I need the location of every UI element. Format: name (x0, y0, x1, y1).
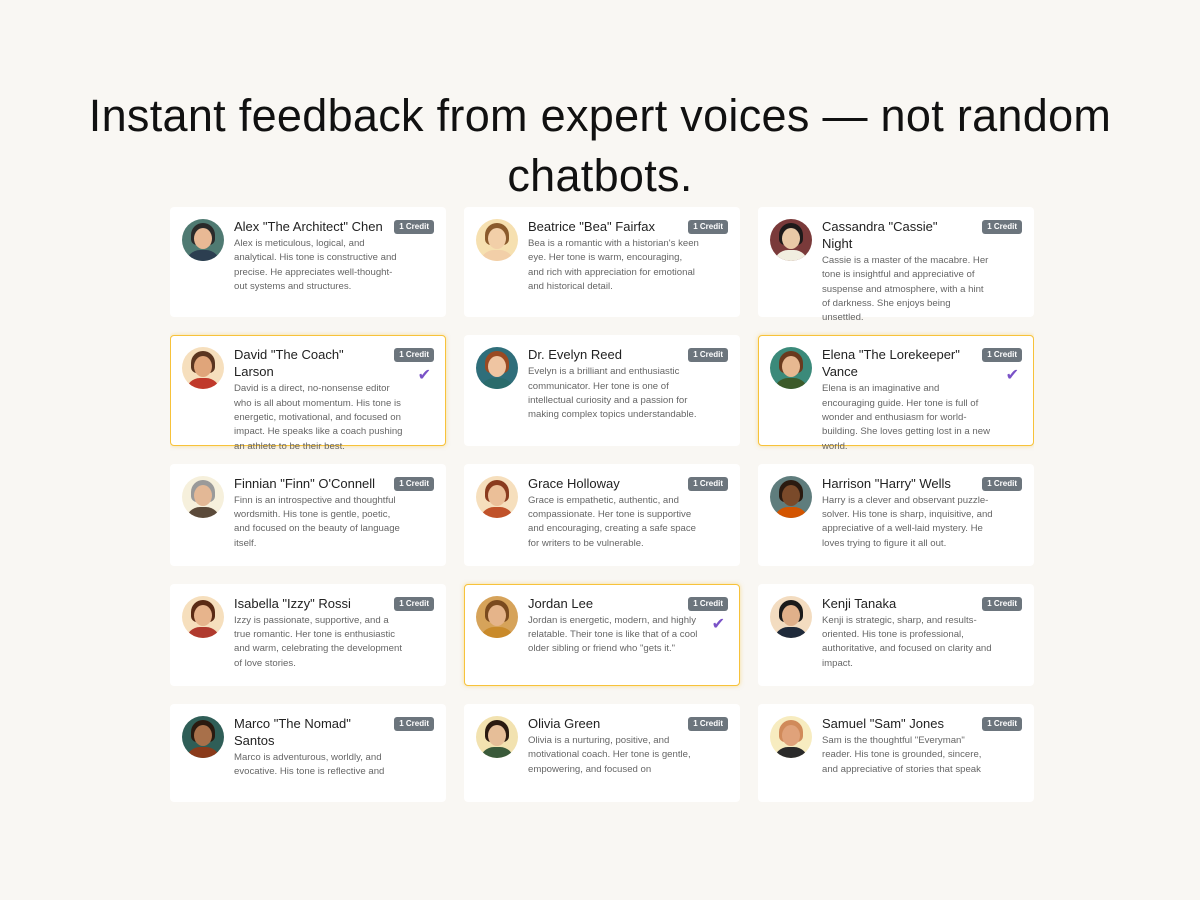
credit-badge: 1 Credit (394, 476, 434, 491)
persona-content: Cassandra "Cassie" Night Cassie is a mas… (822, 218, 993, 325)
credit-badge: 1 Credit (982, 717, 1022, 731)
persona-content: Dr. Evelyn Reed Evelyn is a brilliant an… (528, 346, 699, 422)
persona-description: Cassie is a master of the macabre. Her t… (822, 255, 989, 324)
credit-badge: 1 Credit (982, 348, 1022, 363)
persona-content: Finnian "Finn" O'Connell Finn is an intr… (234, 475, 405, 551)
persona-avatar (476, 595, 518, 638)
persona-content: David "The Coach" Larson David is a dire… (234, 346, 405, 453)
persona-card[interactable]: Kenji Tanaka Kenji is strategic, sharp, … (758, 583, 1034, 686)
persona-card[interactable]: Elena "The Lorekeeper" Vance Elena is an… (758, 335, 1034, 452)
credit-badge: 1 Credit (688, 220, 728, 234)
credit-badge: 1 Credit (982, 220, 1022, 234)
persona-name: Cassandra "Cassie" Night (822, 219, 938, 251)
persona-card[interactable]: Jordan Lee Jordan is energetic, modern, … (464, 583, 740, 686)
persona-avatar (182, 475, 224, 518)
persona-avatar (770, 716, 812, 758)
credit-badge: 1 Credit (688, 476, 728, 491)
check-icon: ✔ (1005, 367, 1019, 385)
persona-description: Bea is a romantic with a historian's kee… (528, 238, 699, 292)
headline: Instant feedback from expert voices — no… (88, 90, 1112, 201)
check-icon: ✔ (711, 615, 725, 633)
persona-grid: Alex "The Architect" Chen Alex is meticu… (170, 207, 1034, 802)
persona-name: Elena "The Lorekeeper" Vance (822, 347, 960, 380)
credit-badge: 1 Credit (394, 220, 434, 234)
persona-name: Samuel "Sam" Jones (822, 716, 944, 731)
persona-avatar (476, 475, 518, 518)
persona-content: Samuel "Sam" Jones Sam is the thoughtful… (822, 715, 993, 777)
persona-description: Jordan is energetic, modern, and highly … (528, 614, 698, 655)
persona-description: Grace is empathetic, authentic, and comp… (528, 494, 697, 549)
credit-badge: 1 Credit (394, 348, 434, 363)
persona-card[interactable]: David "The Coach" Larson David is a dire… (170, 335, 446, 452)
persona-content: Jordan Lee Jordan is energetic, modern, … (528, 595, 699, 657)
persona-name: David "The Coach" Larson (234, 347, 344, 380)
credit-badge: 1 Credit (688, 717, 728, 731)
persona-avatar (182, 716, 224, 758)
persona-card[interactable]: Alex "The Architect" Chen Alex is meticu… (170, 207, 446, 318)
persona-content: Isabella "Izzy" Rossi Izzy is passionate… (234, 595, 405, 671)
persona-name: Harrison "Harry" Wells (822, 475, 951, 491)
persona-card[interactable]: Cassandra "Cassie" Night Cassie is a mas… (758, 207, 1034, 323)
credit-badge: 1 Credit (982, 476, 1022, 491)
persona-description: David is a direct, no-nonsense editor wh… (234, 383, 403, 452)
persona-card[interactable]: Grace Holloway Grace is empathetic, auth… (464, 463, 740, 566)
persona-content: Olivia Green Olivia is a nurturing, posi… (528, 715, 699, 777)
check-icon: ✔ (417, 367, 431, 385)
persona-card[interactable]: Harrison "Harry" Wells Harry is a clever… (758, 463, 1034, 566)
persona-name: Olivia Green (528, 716, 601, 731)
persona-description: Elena is an imaginative and encouraging … (822, 383, 990, 452)
persona-name: Alex "The Architect" Chen (234, 219, 383, 234)
persona-avatar (476, 347, 518, 390)
persona-description: Kenji is strategic, sharp, and results-o… (822, 614, 992, 669)
persona-card[interactable]: Finnian "Finn" O'Connell Finn is an intr… (170, 463, 446, 566)
persona-content: Marco "The Nomad" Santos Marco is advent… (234, 715, 405, 780)
persona-avatar (770, 219, 812, 261)
persona-card[interactable]: Samuel "Sam" Jones Sam is the thoughtful… (758, 704, 1034, 802)
persona-card[interactable]: Marco "The Nomad" Santos Marco is advent… (170, 704, 446, 802)
persona-avatar (182, 595, 224, 638)
persona-content: Beatrice "Bea" Fairfax Bea is a romantic… (528, 218, 699, 294)
persona-description: Alex is meticulous, logical, and analyti… (234, 238, 397, 292)
persona-description: Olivia is a nurturing, positive, and mot… (528, 735, 691, 775)
persona-name: Grace Holloway (528, 475, 620, 491)
persona-description: Evelyn is a brilliant and enthusiastic c… (528, 366, 697, 421)
persona-content: Elena "The Lorekeeper" Vance Elena is an… (822, 346, 993, 453)
persona-card[interactable]: Dr. Evelyn Reed Evelyn is a brilliant an… (464, 335, 740, 446)
credit-badge: 1 Credit (394, 596, 434, 611)
persona-name: Kenji Tanaka (822, 595, 897, 611)
credit-badge: 1 Credit (982, 596, 1022, 611)
persona-card[interactable]: Olivia Green Olivia is a nurturing, posi… (464, 704, 740, 802)
persona-description: Finn is an introspective and thoughtful … (234, 494, 400, 549)
persona-avatar (476, 219, 518, 261)
persona-card[interactable]: Beatrice "Bea" Fairfax Bea is a romantic… (464, 207, 740, 318)
persona-content: Alex "The Architect" Chen Alex is meticu… (234, 218, 405, 294)
persona-content: Kenji Tanaka Kenji is strategic, sharp, … (822, 595, 993, 671)
persona-card[interactable]: Isabella "Izzy" Rossi Izzy is passionate… (170, 583, 446, 686)
persona-name: Marco "The Nomad" Santos (234, 716, 351, 748)
persona-description: Izzy is passionate, supportive, and a tr… (234, 614, 402, 669)
persona-content: Harrison "Harry" Wells Harry is a clever… (822, 475, 993, 551)
persona-avatar (476, 716, 518, 758)
persona-name: Dr. Evelyn Reed (528, 347, 622, 363)
persona-avatar (182, 219, 224, 261)
persona-name: Isabella "Izzy" Rossi (234, 595, 351, 611)
persona-description: Harry is a clever and observant puzzle-s… (822, 494, 993, 549)
persona-description: Marco is adventurous, worldly, and evoca… (234, 752, 385, 778)
persona-content: Grace Holloway Grace is empathetic, auth… (528, 475, 699, 551)
persona-avatar (770, 475, 812, 518)
persona-avatar (770, 595, 812, 638)
persona-name: Jordan Lee (528, 595, 594, 611)
credit-badge: 1 Credit (394, 717, 434, 731)
persona-name: Finnian "Finn" O'Connell (234, 475, 376, 491)
persona-description: Sam is the thoughtful "Everyman" reader.… (822, 735, 982, 775)
credit-badge: 1 Credit (688, 348, 728, 363)
persona-avatar (770, 347, 812, 390)
persona-name: Beatrice "Bea" Fairfax (528, 219, 656, 234)
persona-avatar (182, 347, 224, 390)
credit-badge: 1 Credit (688, 596, 728, 611)
